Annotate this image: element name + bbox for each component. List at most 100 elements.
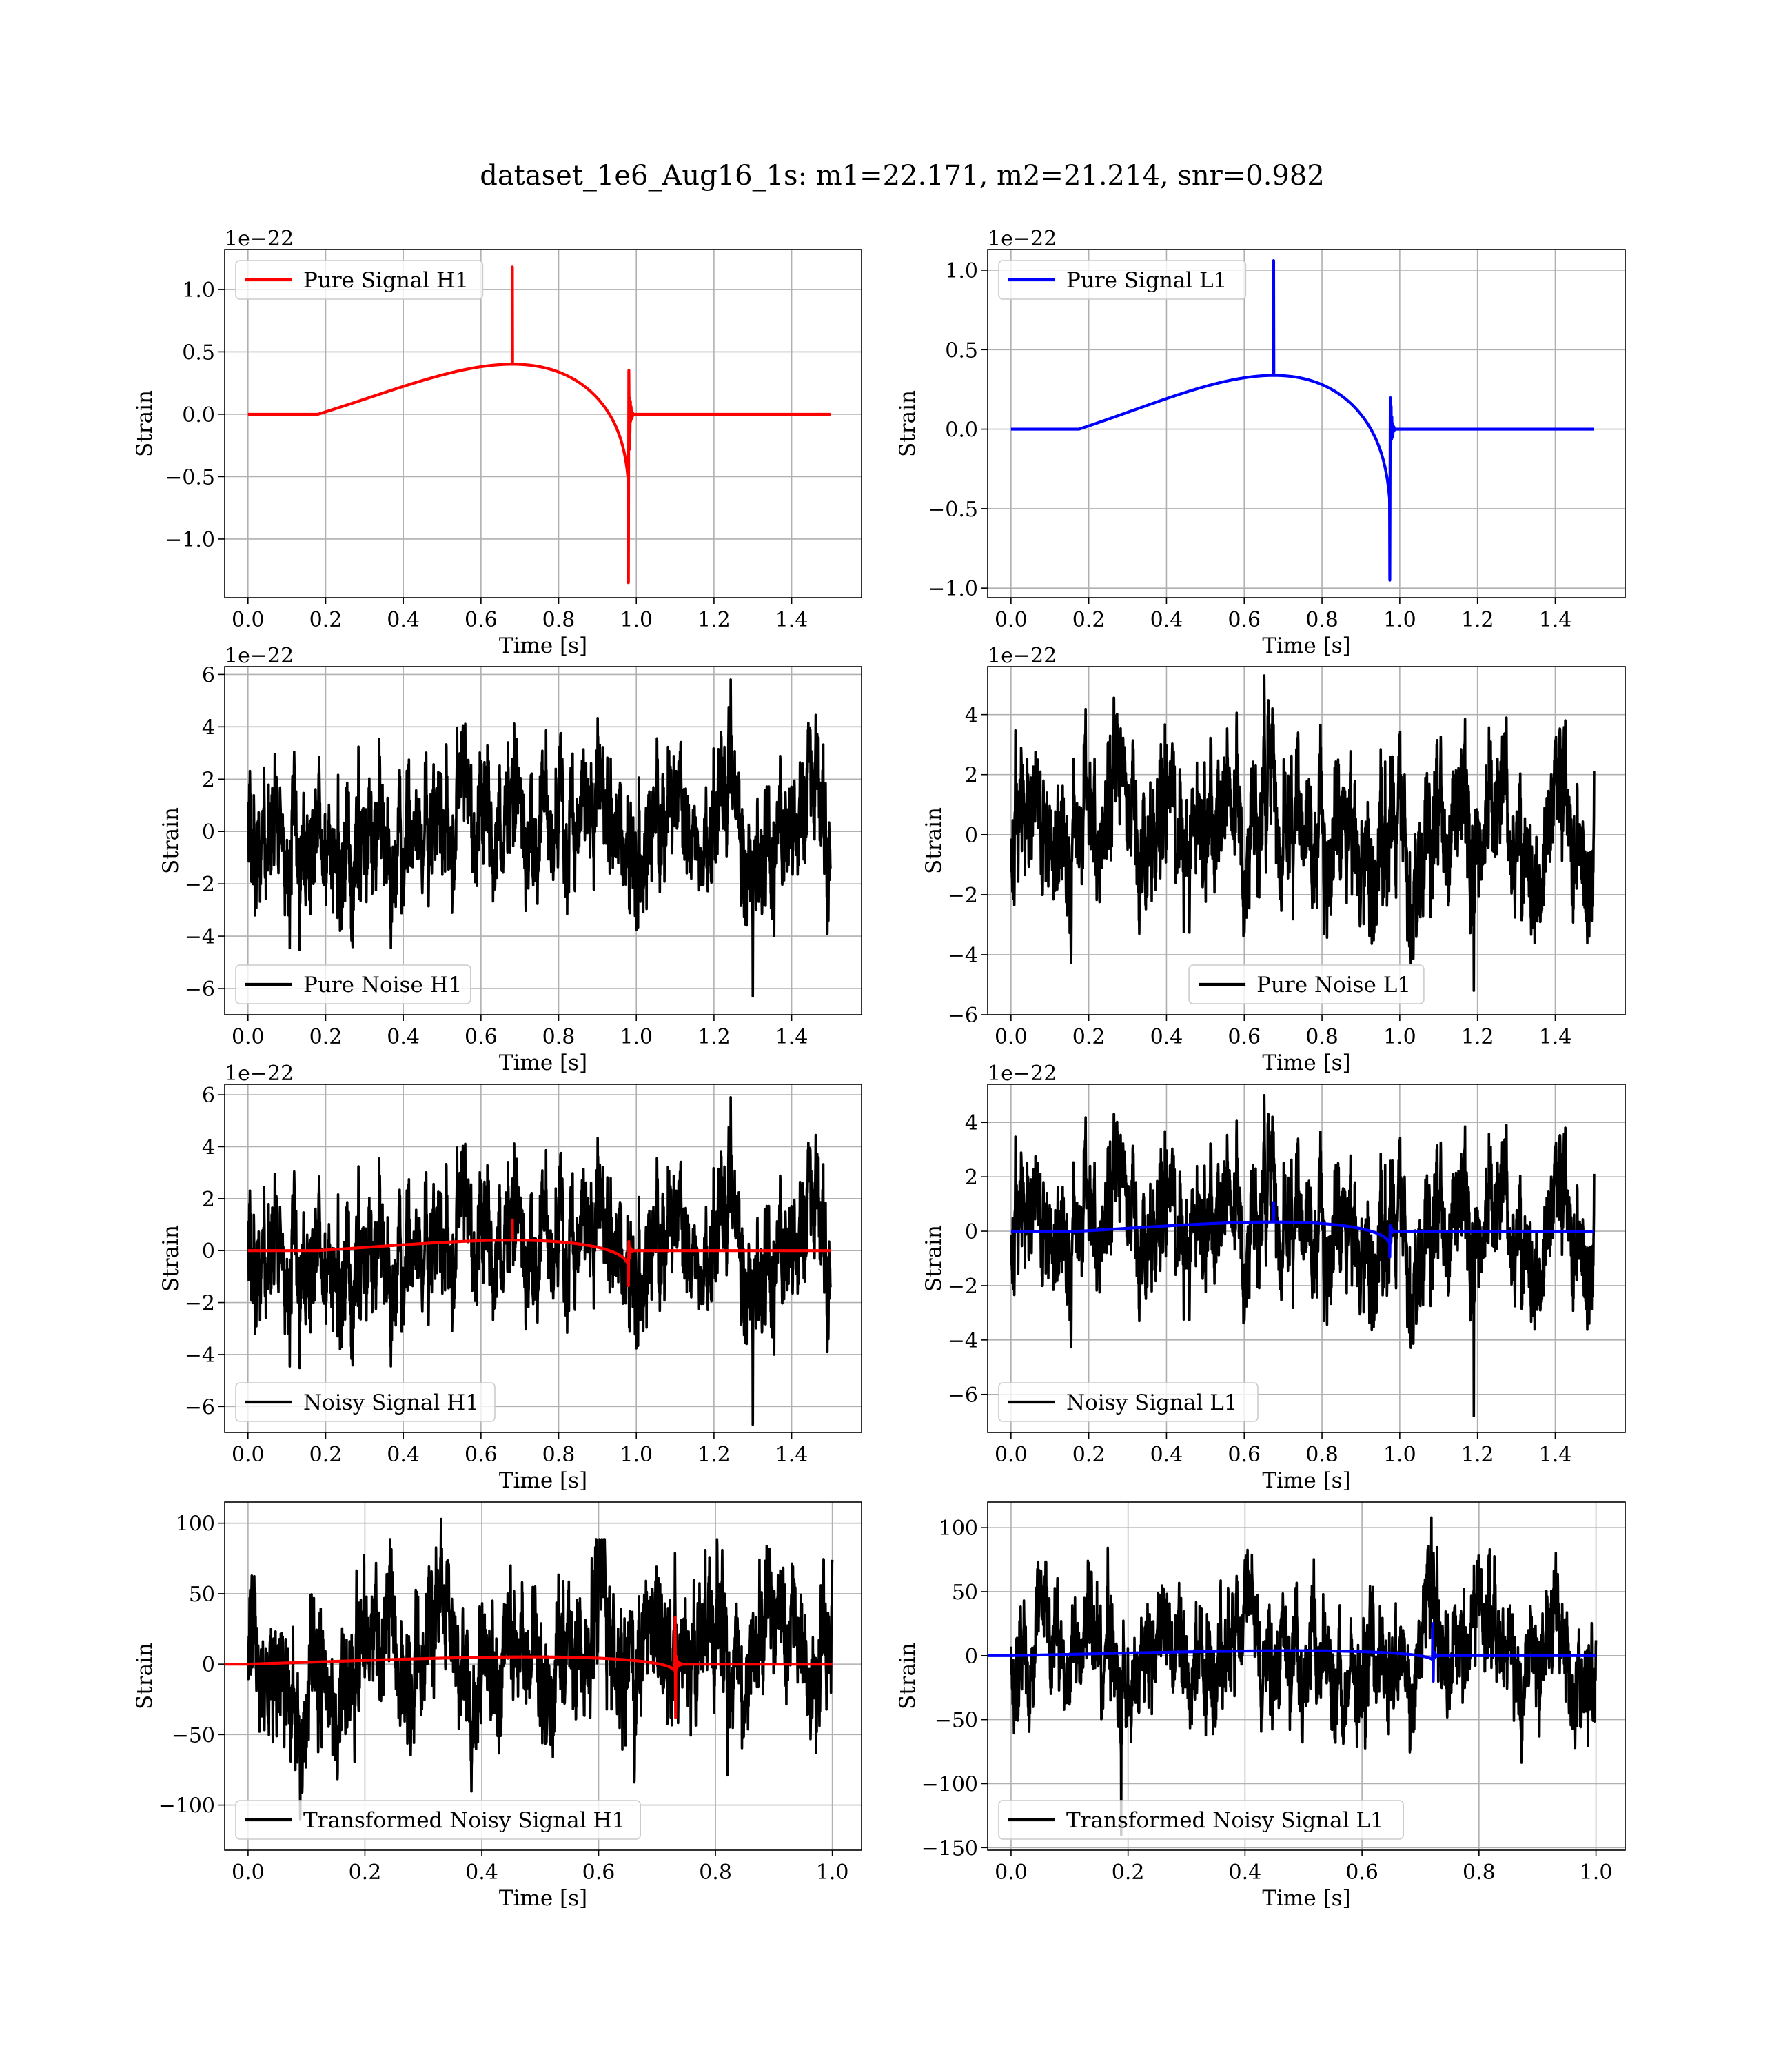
y-tick-label: −6 — [185, 977, 215, 1002]
x-tick-label: 0.4 — [465, 1861, 498, 1885]
x-tick-label: 0.4 — [387, 1025, 420, 1049]
y-tick-label: 6 — [202, 1084, 215, 1108]
x-tick-label: 1.4 — [1539, 1443, 1572, 1467]
axes-frame — [987, 666, 1626, 1015]
y-tick-label: −100 — [922, 1772, 978, 1796]
grid-lines — [225, 250, 862, 598]
x-tick-label: 0.8 — [542, 1443, 576, 1467]
axes-frame — [987, 249, 1626, 598]
x-tick-label: 0.4 — [1150, 1443, 1183, 1467]
x-tick-label: 1.4 — [1539, 1025, 1572, 1049]
x-tick-label: 0.0 — [232, 1443, 265, 1467]
x-tick-label: 0.6 — [1345, 1861, 1378, 1885]
x-tick-label: 1.2 — [1461, 1443, 1494, 1467]
subplot-pure-noise-h1: 0.0 0.2 0.4 0.6 0.8 1.0 1.2 1.4 6 4 2 0 −2 −4 −6 Time [… — [159, 644, 862, 1075]
x-tick-label: 0.6 — [1228, 1443, 1261, 1467]
series-group — [225, 1517, 834, 1821]
x-tick-label: 1.0 — [1383, 1443, 1416, 1467]
subplot-transformed-noisy-signal-h1: 0.0 0.2 0.4 0.6 0.8 1.0 100 50 0 −50 −100 Time [s] S… — [132, 1501, 862, 1911]
x-tick-label: 0.4 — [1150, 1025, 1183, 1049]
x-tick-label: 1.0 — [1383, 1025, 1416, 1049]
y-tick-label: 0 — [202, 820, 215, 844]
y-axis-label: Strain — [132, 1643, 157, 1710]
y-tick-label: 100 — [939, 1517, 978, 1541]
legend: Pure Noise L1 — [1188, 964, 1425, 1004]
y-tick-label: 0.5 — [182, 341, 215, 365]
legend-box — [235, 260, 484, 300]
tick-group: 0.0 0.2 0.4 0.6 0.8 1.0 1.2 1.4 4 2 0 −2 −4 −6 — [948, 1111, 1572, 1467]
figure-suptitle: dataset_1e6_Aug16_1s: m1=22.171, m2=21.2… — [480, 160, 1325, 192]
x-tick-label: 0.2 — [1072, 1443, 1106, 1467]
x-tick-label: 0.8 — [1463, 1861, 1496, 1885]
y-tick-label: −2 — [948, 1275, 978, 1299]
series-line-chirp-overlay — [225, 1616, 834, 1719]
subplot-noisy-signal-l1: 0.0 0.2 0.4 0.6 0.8 1.0 1.2 1.4 4 2 0 −2 −4 −6 Time [s… — [922, 1062, 1626, 1493]
legend-box — [235, 1800, 642, 1840]
y-tick-label: 2 — [202, 1188, 215, 1212]
x-tick-label: 0.6 — [1228, 608, 1261, 632]
y-tick-label: −0.5 — [165, 465, 215, 489]
x-tick-label: 0.8 — [542, 608, 576, 632]
legend-label: Pure Signal L1 — [1066, 268, 1227, 293]
axis-offset-text: 1e−22 — [988, 1062, 1057, 1086]
y-tick-label: −0.5 — [928, 498, 978, 522]
x-tick-label: 0.0 — [232, 1025, 265, 1049]
axis-offset-text: 1e−22 — [225, 227, 294, 251]
x-tick-label: 0.6 — [582, 1861, 615, 1885]
legend-box — [998, 260, 1247, 300]
legend: Transformed Noisy Signal L1 — [998, 1800, 1405, 1840]
axes-frame — [224, 666, 862, 1015]
x-tick-label: 1.0 — [816, 1861, 849, 1885]
series-group — [247, 678, 832, 998]
y-tick-label: 4 — [965, 1111, 978, 1135]
x-tick-label: 1.2 — [698, 1443, 731, 1467]
series-line-noisy-signal-h1 — [247, 1096, 832, 1426]
x-tick-label: 0.2 — [309, 1443, 343, 1467]
x-tick-label: 0.4 — [387, 608, 420, 632]
x-tick-label: 0.0 — [995, 1443, 1028, 1467]
y-tick-label: −150 — [922, 1836, 978, 1861]
x-axis-label: Time [s] — [1262, 633, 1350, 658]
legend: Pure Noise H1 — [235, 964, 471, 1004]
legend-label: Transformed Noisy Signal L1 — [1066, 1808, 1384, 1833]
y-tick-label: 1.0 — [182, 278, 215, 303]
x-tick-label: 0.2 — [1072, 608, 1106, 632]
x-tick-label: 1.0 — [1383, 608, 1416, 632]
y-tick-label: 1.0 — [945, 259, 978, 283]
tick-group: 0.0 0.2 0.4 0.6 0.8 1.0 1.2 1.4 4 2 0 −2 −4 −6 — [948, 704, 1572, 1049]
y-tick-label: 4 — [202, 1135, 215, 1159]
y-tick-label: −4 — [948, 944, 978, 968]
y-tick-label: 0 — [202, 1239, 215, 1264]
legend: Transformed Noisy Signal H1 — [235, 1800, 642, 1840]
axes-frame — [224, 1084, 862, 1433]
x-tick-label: 0.4 — [1150, 608, 1183, 632]
x-axis-label: Time [s] — [499, 633, 587, 658]
y-tick-label: 100 — [176, 1512, 215, 1537]
axis-offset-text: 1e−22 — [225, 1062, 294, 1086]
x-tick-label: 0.0 — [995, 1025, 1028, 1049]
x-tick-label: 0.2 — [1072, 1025, 1106, 1049]
y-tick-label: 0 — [202, 1653, 215, 1677]
x-tick-label: 0.8 — [1305, 1443, 1338, 1467]
legend: Noisy Signal L1 — [998, 1382, 1259, 1422]
legend-box — [235, 964, 471, 1004]
x-tick-label: 1.0 — [620, 1443, 653, 1467]
y-tick-label: 0.5 — [945, 338, 978, 363]
series-line-transformed-noisy-signal-l1 — [1010, 1516, 1598, 1836]
tick-group: 0.0 0.2 0.4 0.6 0.8 1.0 1.2 1.4 1.0 0.5 0.0 −0.5 −1.… — [165, 278, 808, 632]
x-axis-label: Time [s] — [1262, 1886, 1350, 1911]
y-tick-label: −50 — [935, 1709, 978, 1733]
x-tick-label: 1.0 — [620, 1025, 653, 1049]
legend-label: Noisy Signal H1 — [303, 1390, 479, 1415]
x-tick-label: 1.2 — [1461, 608, 1494, 632]
y-tick-label: −6 — [948, 1004, 978, 1028]
y-tick-label: 0 — [965, 1220, 978, 1244]
y-tick-label: 50 — [952, 1581, 978, 1605]
y-tick-label: −50 — [172, 1723, 215, 1747]
legend-label: Transformed Noisy Signal H1 — [303, 1808, 625, 1833]
subplot-noisy-signal-h1: 0.0 0.2 0.4 0.6 0.8 1.0 1.2 1.4 6 4 2 0 −2 −4 −6 Time [… — [159, 1062, 862, 1493]
y-tick-label: −1.0 — [165, 528, 215, 552]
y-axis-label: Strain — [132, 390, 157, 457]
series-line-noisy-signal-l1 — [1010, 1093, 1596, 1418]
